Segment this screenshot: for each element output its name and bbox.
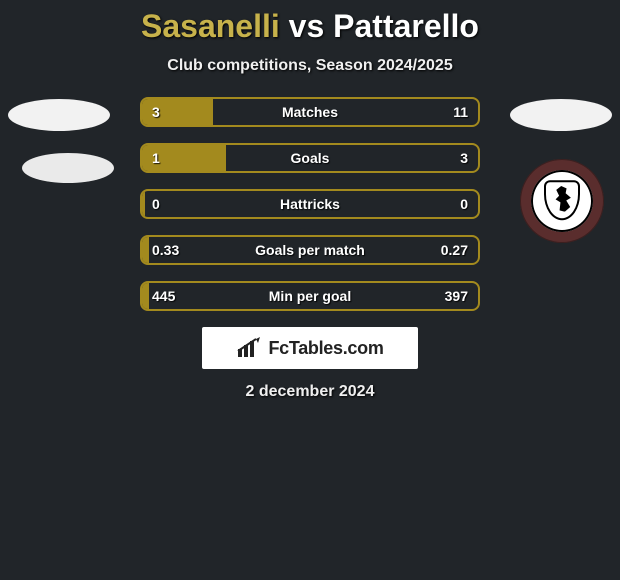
player-left-name: Sasanelli bbox=[141, 8, 280, 44]
crest-inner bbox=[531, 170, 593, 232]
left-badge-ellipse bbox=[8, 99, 110, 131]
stat-row: 0.33Goals per match0.27 bbox=[140, 235, 480, 265]
right-club-crest bbox=[520, 159, 604, 243]
stat-label: Goals bbox=[142, 150, 478, 166]
row-text: 445Min per goal397 bbox=[142, 283, 478, 309]
stat-rows: 3Matches11 1Goals3 0Hattricks0 0.33Goals pe… bbox=[140, 97, 480, 311]
subtitle: Club competitions, Season 2024/2025 bbox=[0, 57, 620, 75]
right-badge-ellipse bbox=[510, 99, 612, 131]
snapshot-date: 2 december 2024 bbox=[0, 383, 620, 401]
stat-row: 445Min per goal397 bbox=[140, 281, 480, 311]
fctables-brand: FcTables.com bbox=[202, 327, 418, 369]
bar-chart-icon bbox=[236, 337, 262, 359]
stat-row: 3Matches11 bbox=[140, 97, 480, 127]
stat-label: Matches bbox=[142, 104, 478, 120]
stat-row: 0Hattricks0 bbox=[140, 189, 480, 219]
row-text: 0Hattricks0 bbox=[142, 191, 478, 217]
stat-label: Goals per match bbox=[142, 242, 478, 258]
row-text: 1Goals3 bbox=[142, 145, 478, 171]
page-title: Sasanelli vs Pattarello bbox=[0, 0, 620, 45]
stat-row: 1Goals3 bbox=[140, 143, 480, 173]
row-text: 3Matches11 bbox=[142, 99, 478, 125]
left-badge-ellipse-2 bbox=[22, 153, 114, 183]
title-vs: vs bbox=[289, 8, 325, 44]
comparison-chart: 3Matches11 1Goals3 0Hattricks0 0.33Goals pe… bbox=[0, 97, 620, 311]
stat-label: Hattricks bbox=[142, 196, 478, 212]
stat-label: Min per goal bbox=[142, 288, 478, 304]
brand-text: FcTables.com bbox=[268, 338, 383, 359]
player-right-name: Pattarello bbox=[333, 8, 479, 44]
row-text: 0.33Goals per match0.27 bbox=[142, 237, 478, 263]
